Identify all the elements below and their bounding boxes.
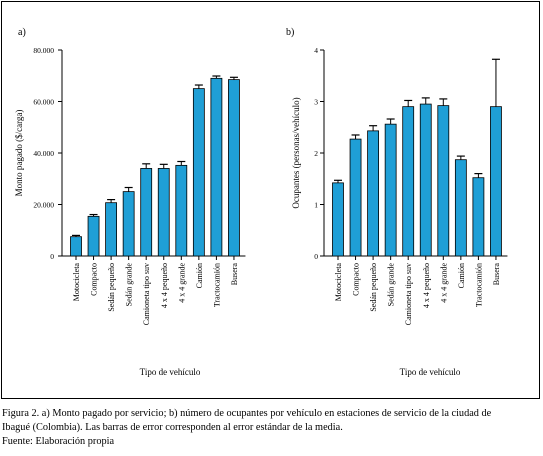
bar	[454, 159, 467, 257]
y-tick-label: 1	[314, 201, 318, 210]
y-tick-label: 40.000	[33, 149, 54, 158]
bar	[349, 138, 362, 257]
x-tick-label: Busera	[492, 263, 501, 286]
x-tick-label: Sedán grande	[125, 263, 134, 307]
bar	[210, 77, 223, 257]
bar	[419, 103, 432, 257]
bar	[402, 106, 415, 257]
chart-panel-a: a) 0 20.000 40.000 60.000 80.000 Monto pagado …	[14, 27, 246, 377]
x-tick-label: 4 x 4 grande	[439, 263, 448, 303]
bar	[490, 106, 502, 257]
x-axis-label: Tipo de vehículo	[400, 367, 461, 377]
y-axis-label: Monto pagado ($/carga)	[14, 110, 24, 197]
x-axis-label: Tipo de vehículo	[140, 367, 201, 377]
x-tick-label: 4 x 4 grande	[177, 263, 186, 303]
bar	[140, 168, 153, 257]
bar	[332, 182, 344, 257]
bar	[175, 164, 188, 257]
x-tick-label: Sedán pequeño	[369, 263, 378, 312]
x-tick-label: 4 x 4 pequeño	[160, 263, 169, 308]
x-tick-label: Tractocamión	[474, 263, 483, 307]
panel-label: b)	[286, 27, 294, 38]
y-tick-label: 0	[50, 252, 54, 261]
y-tick-label: 0	[314, 252, 318, 261]
x-tick-label: Camioneta tipo suv	[142, 263, 151, 325]
bar	[157, 168, 170, 257]
x-tick-label: 4 x 4 pequeño	[422, 263, 431, 308]
y-tick-label: 60.000	[33, 98, 54, 107]
bar	[70, 236, 82, 257]
x-tick-label: Compacto	[352, 263, 361, 296]
bar	[437, 105, 450, 257]
x-tick-label: Camión	[195, 263, 204, 288]
bar	[472, 177, 485, 257]
bar	[122, 191, 135, 257]
caption-line-3: Fuente: Elaboración propia	[2, 436, 115, 447]
x-tick-label: Busera	[230, 263, 239, 286]
bar	[228, 79, 240, 257]
figure-caption: Figura 2. a) Monto pagado por servicio; …	[2, 407, 541, 449]
y-axis-label: Ocupantes (personas/vehículo)	[291, 97, 301, 208]
bar	[87, 215, 100, 257]
y-tick-label: 4	[314, 46, 318, 55]
chart-panel-b: b) 0 1 2 3 4 Ocupantes (personas/vehículo) Moto…	[286, 27, 508, 377]
x-tick-label: Camioneta tipo suv	[404, 263, 413, 325]
y-tick-label: 2	[314, 149, 318, 158]
figure-charts: a) 0 20.000 40.000 60.000 80.000 Monto pagado …	[14, 27, 508, 377]
panel-label: a)	[18, 27, 26, 38]
caption-line-1: Figura 2. a) Monto pagado por servicio; …	[2, 408, 492, 419]
bar	[105, 202, 117, 257]
y-tick-label: 80.000	[33, 46, 54, 55]
y-tick-label: 3	[314, 98, 318, 107]
x-tick-label: Motocicleta	[334, 263, 343, 302]
bar	[367, 130, 380, 257]
caption-line-2: Ibagué (Colombia). Las barras de error c…	[2, 422, 343, 433]
x-tick-label: Sedán grande	[387, 263, 396, 307]
figure-frame	[1, 1, 540, 399]
bar	[384, 123, 397, 257]
x-tick-label: Motocicleta	[72, 263, 81, 302]
x-tick-label: Compacto	[90, 263, 99, 296]
x-tick-label: Sedán pequeño	[107, 263, 116, 312]
x-tick-label: Tractocamión	[212, 263, 221, 307]
bar	[192, 88, 205, 257]
y-tick-label: 20.000	[33, 201, 54, 210]
x-tick-label: Camión	[457, 263, 466, 288]
